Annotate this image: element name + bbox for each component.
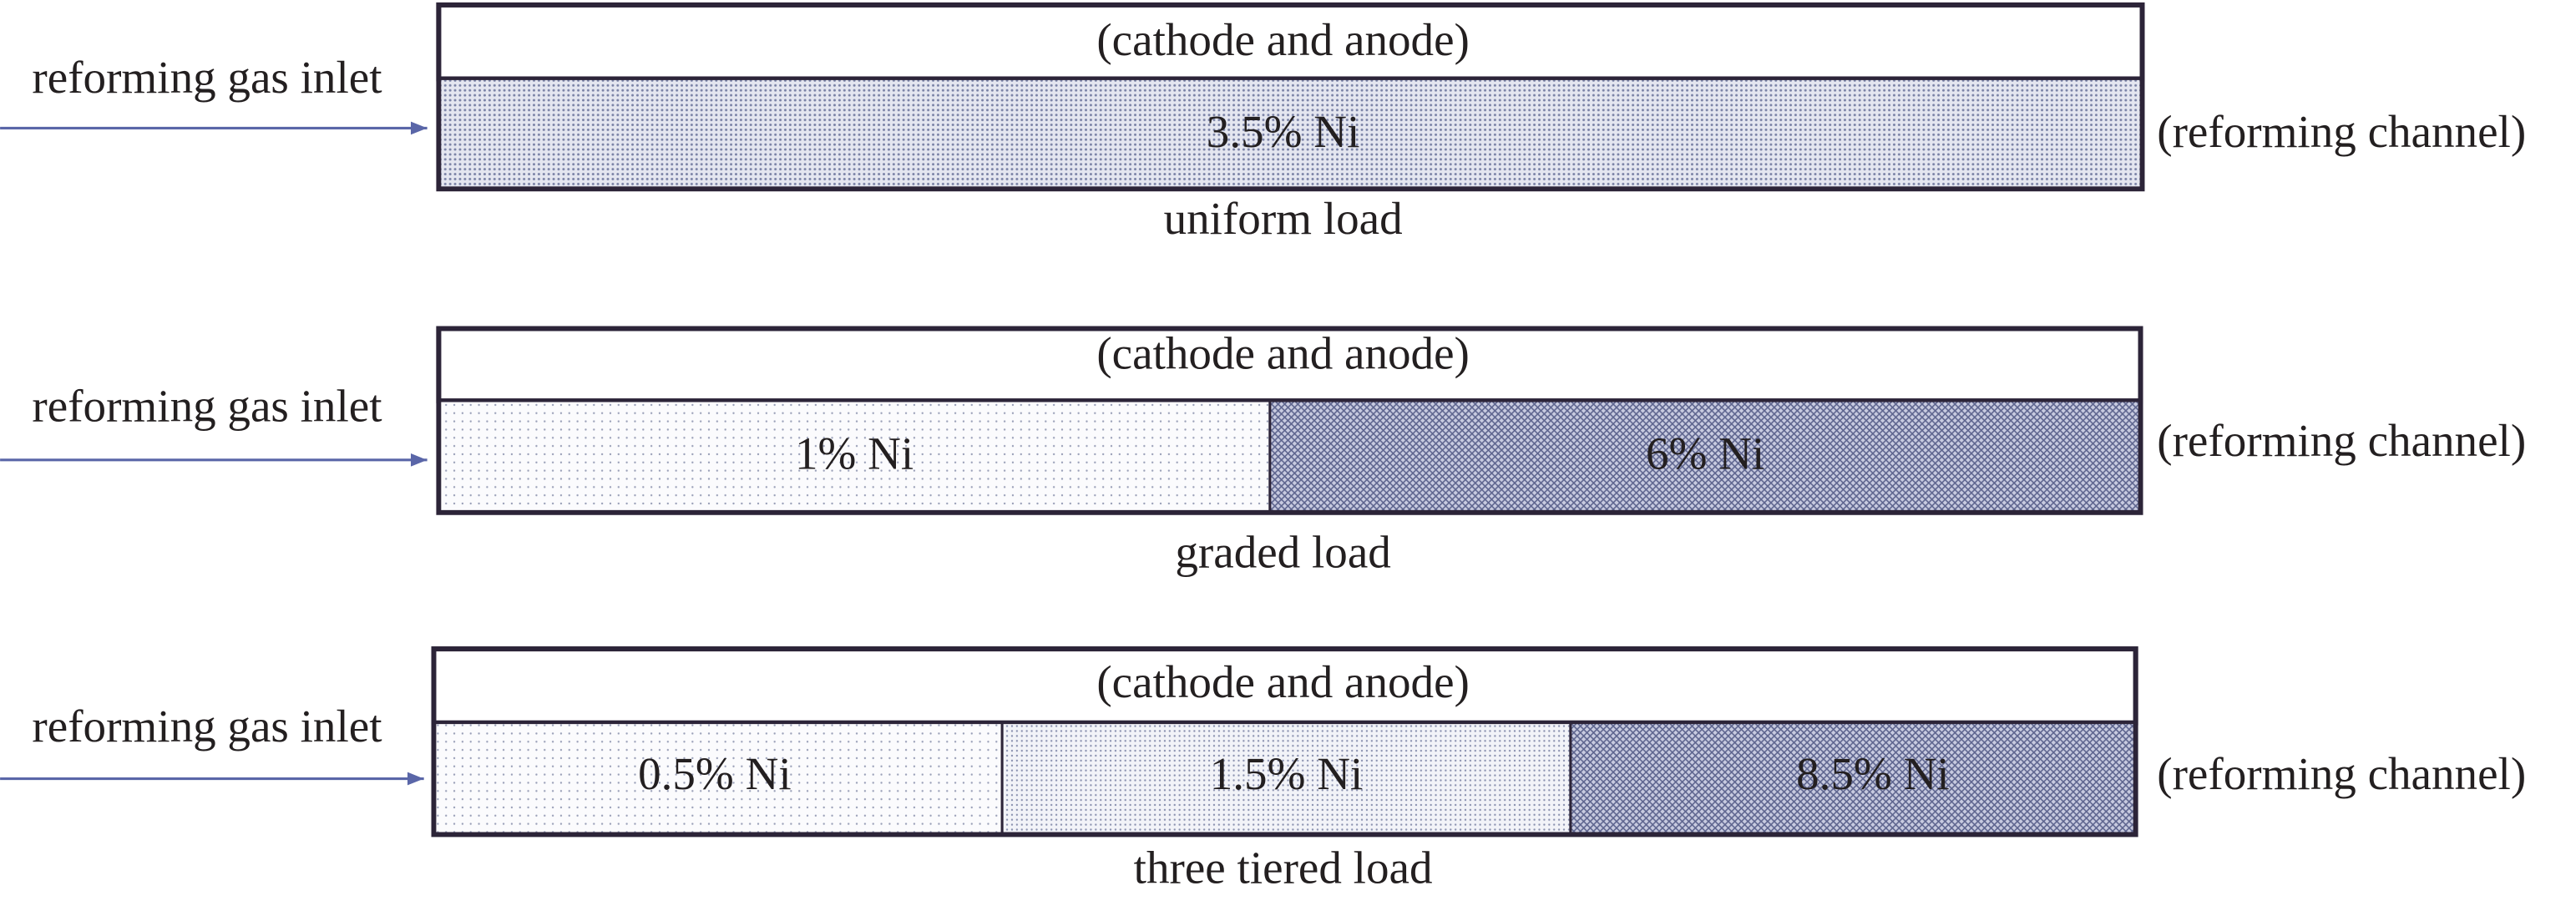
outline [431, 646, 2138, 838]
inlet-label: reforming gas inlet [32, 380, 382, 431]
segment-label: 1% Ni [795, 428, 913, 479]
inlet-label: reforming gas inlet [32, 52, 382, 103]
caption: three tiered load [1134, 842, 1433, 893]
segment [1268, 399, 2143, 514]
caption: uniform load [1164, 193, 1403, 244]
caption: graded load [1175, 527, 1390, 578]
segment [437, 77, 2144, 190]
top-label: (cathode and anode) [1096, 656, 1470, 707]
channel-label: (reforming channel) [2157, 106, 2526, 157]
segment [1569, 721, 2138, 836]
segment-label: 8.5% Ni [1796, 748, 1950, 799]
segment-label: 6% Ni [1646, 428, 1764, 479]
panel: reforming gas inlet (cathode and anode) … [0, 326, 2526, 578]
panel: reforming gas inlet (cathode and anode) … [0, 2, 2526, 244]
top-label: (cathode and anode) [1096, 328, 1470, 379]
top-label: (cathode and anode) [1096, 14, 1470, 65]
segment [1000, 721, 1572, 836]
segment-label: 3.5% Ni [1207, 106, 1360, 157]
segment-label: 1.5% Ni [1210, 748, 1364, 799]
outline [436, 326, 2143, 515]
outline [436, 2, 2145, 192]
segment [432, 721, 1004, 836]
channel-label: (reforming channel) [2157, 748, 2526, 799]
inlet-label: reforming gas inlet [32, 701, 382, 752]
panel: reforming gas inlet (cathode and anode) … [0, 646, 2526, 893]
segment-label: 0.5% Ni [638, 748, 792, 799]
segment [437, 399, 1272, 514]
channel-label: (reforming channel) [2157, 415, 2526, 466]
electrode-box [436, 326, 2143, 403]
